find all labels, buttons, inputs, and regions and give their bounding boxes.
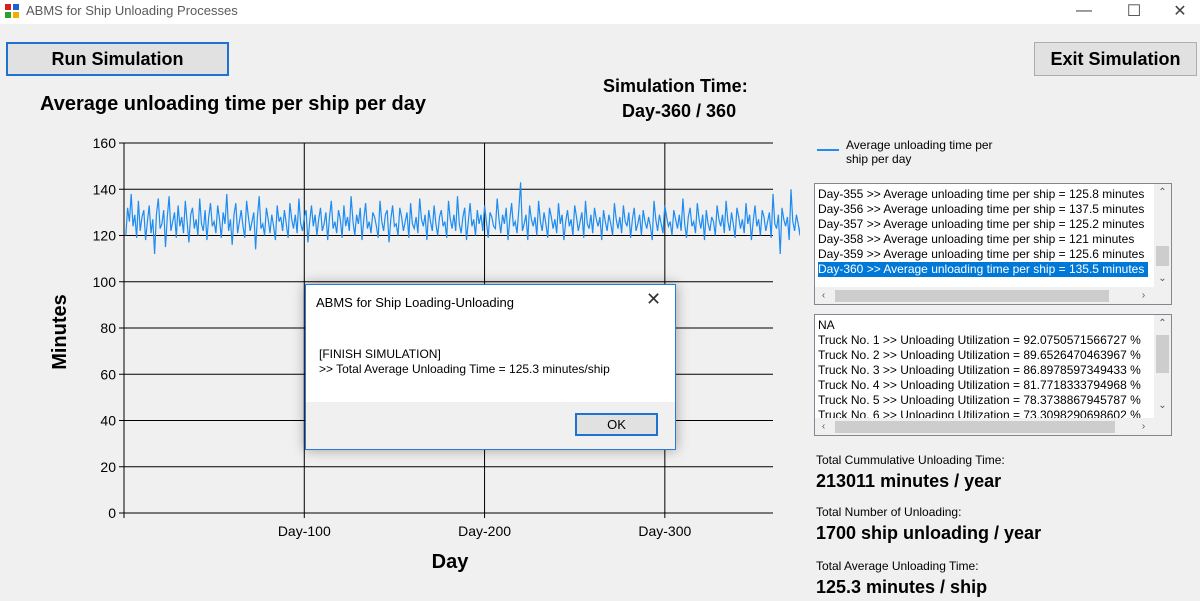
y-tick-label: 60 [100,366,116,382]
chart-title: Average unloading time per ship per day [40,93,427,115]
utilization-listbox[interactable]: NA Truck No. 1 >> Unloading Utilization =… [814,314,1172,436]
dialog-message-body: >> Total Average Unloading Time = 125.3 … [319,362,610,376]
x-axis-ticks: Day-100 Day-200 Day-300 [278,523,692,539]
scroll-thumb[interactable] [835,290,1109,302]
scroll-left-icon[interactable]: ‹ [821,290,826,301]
list-item[interactable]: Day-356 >> Average unloading time per sh… [818,202,1145,216]
y-tick-label: 20 [100,459,116,475]
y-axis-label: Minutes [49,294,71,370]
series-line-average-unloading-time [125,182,800,255]
cumulative-time-value: 213011 minutes / year [816,471,1002,491]
unloading-count-label: Total Number of Unloading: [816,505,962,519]
average-time-value: 125.3 minutes / ship [816,577,988,597]
y-axis-ticks: 0 20 40 60 80 100 120 140 160 [93,135,124,521]
average-time-label: Total Average Unloading Time: [816,559,979,573]
scroll-up-icon[interactable]: ⌃ [1158,187,1167,198]
maximize-button[interactable]: ☐ [1112,0,1156,22]
x-tick-label: Day-300 [638,523,691,539]
scroll-thumb[interactable] [1156,335,1169,373]
run-simulation-button[interactable]: Run Simulation [6,42,229,76]
y-tick-label: 80 [100,320,116,336]
list-item[interactable]: Truck No. 2 >> Unloading Utilization = 8… [818,348,1141,362]
legend-swatch [817,149,839,151]
legend-label: Average unloading time per ship per day [846,138,993,166]
y-tick-label: 40 [100,413,116,429]
finish-dialog: ABMS for Ship Loading-Unloading ✕ [FINIS… [305,284,676,450]
ok-button[interactable]: OK [575,413,658,436]
close-window-button[interactable]: ✕ [1158,0,1200,22]
x-tick-label: Day-200 [458,523,511,539]
list-item[interactable]: Day-357 >> Average unloading time per sh… [818,217,1145,231]
util-horizontal-scrollbar[interactable]: ‹ › [815,418,1171,435]
simulation-time-label: Simulation Time: [603,76,748,96]
util-vertical-scrollbar[interactable]: ⌃ ⌄ [1154,315,1171,418]
unloading-count-value: 1700 ship unloading / year [816,523,1042,543]
scroll-thumb[interactable] [1156,246,1169,266]
y-tick-label: 120 [93,228,117,244]
list-item[interactable]: Day-358 >> Average unloading time per sh… [818,232,1135,246]
y-tick-label: 160 [93,135,117,151]
list-item[interactable]: Truck No. 4 >> Unloading Utilization = 8… [818,378,1141,392]
app-icon [5,4,19,18]
y-tick-label: 0 [108,505,116,521]
x-tick-label: Day-100 [278,523,331,539]
scroll-down-icon[interactable]: ⌄ [1158,273,1167,284]
scroll-right-icon[interactable]: › [1141,421,1146,432]
list-item[interactable]: Truck No. 3 >> Unloading Utilization = 8… [818,363,1141,377]
x-axis-label: Day [432,551,470,573]
maximize-icon: ☐ [1126,3,1142,20]
log-vertical-scrollbar[interactable]: ⌃ ⌄ [1154,184,1171,287]
scroll-up-icon[interactable]: ⌃ [1158,318,1167,329]
scroll-down-icon[interactable]: ⌄ [1158,400,1167,411]
close-icon: ✕ [1173,3,1187,20]
daily-log-listbox[interactable]: Day-355 >> Average unloading time per sh… [814,183,1172,305]
list-item[interactable]: Day-359 >> Average unloading time per sh… [818,247,1145,261]
dialog-message-heading: [FINISH SIMULATION] [319,347,441,361]
window-title: ABMS for Ship Unloading Processes [26,3,238,18]
list-item[interactable]: Truck No. 5 >> Unloading Utilization = 7… [818,393,1141,407]
title-bar: ABMS for Ship Unloading Processes — ☐ ✕ [0,0,1200,24]
list-item[interactable]: Day-360 >> Average unloading time per sh… [818,262,1149,277]
y-tick-label: 140 [93,181,117,197]
scroll-thumb[interactable] [835,421,1115,433]
list-item[interactable]: Truck No. 1 >> Unloading Utilization = 9… [818,333,1141,347]
log-horizontal-scrollbar[interactable]: ‹ › [815,287,1171,304]
list-item[interactable]: Day-355 >> Average unloading time per sh… [818,187,1145,201]
y-tick-label: 100 [93,274,117,290]
cumulative-time-label: Total Cummulative Unloading Time: [816,453,1005,467]
dialog-close-icon[interactable]: ✕ [646,289,662,309]
exit-simulation-button[interactable]: Exit Simulation [1034,42,1197,76]
minimize-button[interactable]: — [1062,0,1106,22]
scroll-right-icon[interactable]: › [1141,290,1146,301]
dialog-title: ABMS for Ship Loading-Unloading [316,295,515,310]
list-item[interactable]: NA [818,318,835,332]
simulation-time-value: Day-360 / 360 [622,101,737,121]
minimize-icon: — [1076,2,1092,19]
scroll-left-icon[interactable]: ‹ [821,421,826,432]
